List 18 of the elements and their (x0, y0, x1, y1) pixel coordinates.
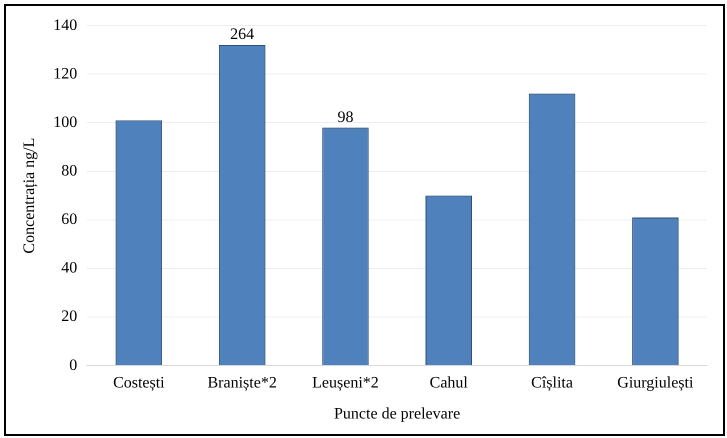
y-tick-label: 80 (61, 162, 78, 180)
y-tick-label: 120 (53, 65, 78, 82)
x-tick-label: Costești (113, 374, 166, 392)
y-tick-label: 140 (53, 16, 78, 34)
y-tick-label: 0 (69, 356, 78, 374)
x-tick-label: Giurgiulești (617, 374, 694, 392)
y-tick-label: 40 (61, 260, 78, 277)
x-tick-label: Cîșlita (531, 374, 573, 392)
annotation: 264 (230, 26, 254, 44)
x-tick-label: Braniște*2 (207, 374, 277, 392)
annotation: 98 (337, 108, 354, 126)
x-axis-title: Puncte de prelevare (334, 406, 460, 423)
y-axis-title: Concentrația ng/L (20, 138, 38, 254)
y-tick-label: 20 (61, 308, 78, 326)
y-tick-label: 100 (53, 114, 78, 131)
x-tick-label: Cahul (430, 374, 468, 392)
x-tick-label: Leușeni*2 (312, 374, 379, 392)
y-tick-label: 60 (61, 211, 78, 228)
